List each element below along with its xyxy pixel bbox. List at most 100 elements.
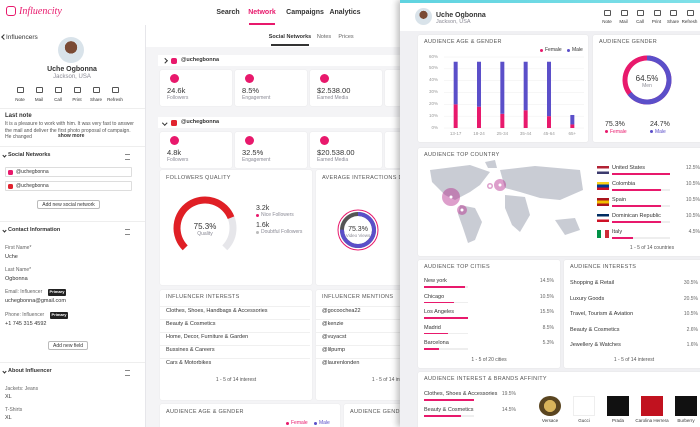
drag-handle [125, 370, 130, 376]
nav-tab[interactable]: Campaigns [286, 9, 324, 16]
network-icon [8, 169, 13, 175]
profile-name: Uche Ogbonna [436, 12, 486, 19]
list-value: 20.5% [683, 295, 698, 302]
list-value: 4.5% [688, 229, 700, 235]
subtab[interactable]: Social Networks [268, 34, 312, 40]
legend-dot [650, 130, 653, 133]
brand-logo [641, 396, 663, 416]
action-icon [112, 87, 119, 93]
card-title: AUDIENCE GENDE [350, 409, 404, 415]
nav-tab[interactable]: Search [216, 9, 240, 16]
action-icon [637, 10, 644, 16]
action-icon [93, 87, 100, 93]
show-more[interactable]: show more [58, 133, 85, 139]
card-title: AVERAGE INTERACTIONS DIS [322, 175, 409, 181]
field-value: uchegbonna@gmail.com [5, 298, 66, 304]
action-label[interactable]: Refresh [107, 97, 123, 102]
profile-location: Jackson, USA [53, 74, 91, 80]
button-label[interactable]: Add new field [52, 342, 84, 349]
gender-label: Male [655, 128, 666, 135]
x-tick-label: 45-64 [543, 131, 555, 136]
row-divider [316, 345, 466, 346]
action-label[interactable]: Print [651, 19, 662, 24]
card-title: AUDIENCE TOP CITIES [424, 264, 490, 270]
y-tick-label: 60% [428, 53, 438, 59]
card [418, 35, 588, 142]
action-label[interactable]: Share [89, 97, 103, 102]
network-row [158, 55, 400, 66]
list-value: 10.5% [683, 311, 698, 317]
y-tick-label: 20% [428, 100, 438, 106]
list-item: Cars & Motorbikes [166, 360, 212, 366]
button-label[interactable]: Add new social network [42, 201, 95, 208]
avatar [415, 8, 432, 25]
subtabs-bar [146, 25, 400, 47]
brand-logo [539, 396, 561, 416]
list-value: 14.5% [501, 407, 516, 413]
action-icon [36, 87, 43, 93]
subtab[interactable]: Notes [316, 34, 332, 40]
field-value: XL [5, 394, 12, 400]
legend-label: Female [291, 420, 308, 426]
stat-label: Engagement [242, 157, 271, 163]
card-title: AUDIENCE INTERESTS [570, 264, 637, 270]
action-label[interactable]: Note [15, 97, 25, 102]
action-label[interactable]: Mail [34, 97, 44, 102]
card [344, 404, 404, 427]
list-item: Beauty & Cosmetics [570, 326, 620, 333]
brand-name: Prada [611, 418, 625, 423]
action-label[interactable]: Refresh [681, 19, 698, 24]
donut-value: 75.3% [348, 226, 368, 233]
card-title: AUDIENCE AGE & GENDER [424, 39, 502, 45]
button[interactable] [37, 200, 100, 209]
action-label[interactable]: Print [72, 97, 82, 102]
action-label[interactable]: Call [54, 97, 62, 102]
list-item: Jewellery & Watches [570, 342, 621, 348]
card-title: INFLUENCER MENTIONS [322, 294, 394, 300]
x-tick-label: 13-17 [449, 131, 462, 136]
divider [0, 362, 145, 363]
action-icon [17, 87, 24, 93]
stat-icon [170, 74, 179, 83]
brand-name: Burberry [677, 418, 695, 423]
note-text: It is a pleasure to work with him. It wa… [5, 121, 134, 140]
x-tick-label: 35-44 [519, 131, 532, 136]
donut-label: Video Views [345, 233, 371, 238]
x-tick-label: 25-34 [496, 131, 509, 136]
legend-dot [540, 49, 543, 52]
badge-label: Primary [49, 289, 65, 294]
row-divider [160, 319, 310, 320]
bar-track [424, 348, 468, 350]
card-title: INFLUENCER INTERESTS [166, 294, 240, 300]
brand-name: Gucci [578, 418, 590, 423]
action-icon [55, 87, 62, 93]
brand-name: Versace [541, 418, 559, 423]
card [160, 170, 312, 285]
field-label: T-Shirts [5, 407, 23, 413]
list-item: @vuyacst [322, 334, 347, 340]
bar [424, 301, 454, 303]
stat-value: 8.5% [242, 86, 260, 95]
donut-label: Men [642, 83, 652, 89]
nav-tab[interactable]: Analytics [329, 9, 361, 16]
divider [0, 221, 145, 222]
bar [612, 237, 633, 239]
list-item: Clothes, Shoes, Handbags & Accessories [166, 308, 268, 314]
row-divider [160, 332, 310, 333]
subtab[interactable]: Prices [338, 34, 354, 40]
action-label[interactable]: Note [602, 19, 612, 24]
list-item: Spain [612, 197, 627, 203]
list-item: Los Angeles [424, 309, 454, 315]
nav-tab[interactable]: Network [248, 9, 276, 16]
field-label: Email: Influencer [5, 289, 43, 295]
sidebar [0, 25, 146, 427]
back-link[interactable]: Influencers [6, 34, 38, 41]
action-label[interactable]: Mail [619, 19, 628, 24]
action-label[interactable]: Share [666, 19, 680, 24]
drag-handle [125, 229, 130, 235]
y-tick-label: 30% [428, 89, 438, 94]
list-value: 10.5% [685, 197, 700, 203]
action-label[interactable]: Call [636, 19, 644, 24]
button[interactable] [48, 341, 88, 350]
badge [48, 289, 66, 296]
